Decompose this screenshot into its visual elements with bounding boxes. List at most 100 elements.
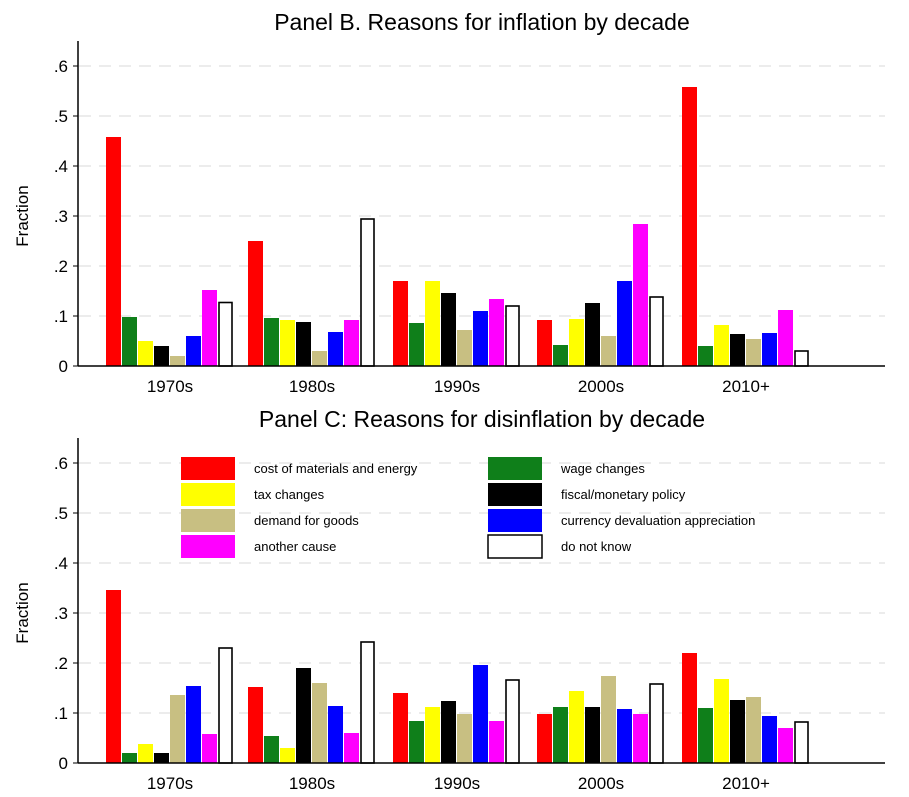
y-tick-label: 0 (59, 754, 68, 773)
bar-3-7 (649, 683, 664, 764)
x-tick-label: 1970s (147, 774, 193, 793)
bar-2-5 (473, 311, 488, 366)
bar-1-4 (312, 683, 327, 763)
bar-4-4 (746, 697, 761, 763)
bar-1-5 (328, 706, 343, 763)
bar-0-5 (186, 336, 201, 366)
bar-0-7 (218, 647, 233, 764)
bar-3-3 (585, 707, 600, 763)
bar-0-2 (138, 341, 153, 366)
y-tick-label: .2 (54, 654, 68, 673)
x-tick-label: 2010+ (722, 377, 770, 396)
bar-4-3 (730, 334, 745, 366)
bar-0-1 (122, 753, 137, 763)
bar-4-6 (778, 310, 793, 366)
bar-2-1 (409, 721, 424, 763)
y-axis-label: Fraction (13, 582, 32, 643)
x-tick-label: 1990s (434, 774, 480, 793)
bar-1-2 (280, 320, 295, 366)
x-tick-label: 1990s (434, 377, 480, 396)
bar-4-0 (682, 653, 697, 763)
y-axis-label: Fraction (13, 185, 32, 246)
bar-3-1 (553, 707, 568, 763)
y-tick-label: .5 (54, 504, 68, 523)
y-tick-label: .3 (54, 604, 68, 623)
bar-1-6 (344, 320, 359, 366)
bar-3-0 (537, 320, 552, 366)
bar-4-6 (778, 728, 793, 763)
bar-1-5 (328, 332, 343, 366)
bar-2-2 (425, 281, 440, 366)
x-tick-label: 1980s (289, 774, 335, 793)
legend-swatch (181, 535, 235, 558)
legend-label: currency devaluation appreciation (561, 513, 755, 528)
bar-2-4 (457, 714, 472, 763)
legend-label: fiscal/monetary policy (561, 487, 686, 502)
y-tick-label: .4 (54, 554, 68, 573)
x-tick-label: 2000s (578, 774, 624, 793)
bar-1-7 (360, 218, 375, 367)
legend: cost of materials and energy wage changes… (181, 457, 755, 559)
bar-1-1 (264, 318, 279, 366)
bar-3-6 (633, 714, 648, 763)
legend-swatch (488, 509, 542, 532)
bar-1-4 (312, 351, 327, 366)
bar-3-3 (585, 303, 600, 366)
x-tick-label: 2010+ (722, 774, 770, 793)
bar-4-2 (714, 679, 729, 763)
chart-title: Panel C: Reasons for disinflation by dec… (259, 406, 705, 432)
bar-3-1 (553, 345, 568, 366)
bar-1-0 (248, 687, 263, 763)
bar-1-6 (344, 733, 359, 763)
bar-4-1 (698, 346, 713, 366)
bar-0-5 (186, 686, 201, 763)
bar-0-4 (170, 695, 185, 763)
bar-3-4 (601, 676, 616, 763)
bar-2-7 (505, 679, 520, 764)
bar-3-5 (617, 709, 632, 763)
bar-4-2 (714, 325, 729, 366)
bar-0-6 (202, 290, 217, 366)
bar-3-2 (569, 691, 584, 763)
x-tick-label: 2000s (578, 377, 624, 396)
bar-4-1 (698, 708, 713, 763)
bar-2-4 (457, 330, 472, 366)
bar-1-1 (264, 736, 279, 763)
bar-0-7 (218, 301, 233, 367)
bar-3-0 (537, 714, 552, 763)
y-tick-label: .6 (54, 454, 68, 473)
bar-4-3 (730, 700, 745, 763)
x-tick-label: 1980s (289, 377, 335, 396)
panel-c: Panel C: Reasons for disinflation by dec… (13, 406, 885, 793)
y-tick-label: .5 (54, 107, 68, 126)
bar-2-3 (441, 293, 456, 366)
bar-2-0 (393, 693, 408, 763)
legend-label: do not know (561, 539, 632, 554)
bar-1-7 (360, 641, 375, 764)
y-tick-label: .2 (54, 257, 68, 276)
legend-swatch (181, 483, 235, 506)
bar-3-5 (617, 281, 632, 366)
legend-swatch (488, 483, 542, 506)
bar-1-3 (296, 668, 311, 763)
legend-label: wage changes (560, 461, 645, 476)
y-tick-label: .1 (54, 307, 68, 326)
legend-swatch (181, 509, 235, 532)
y-tick-label: .3 (54, 207, 68, 226)
bar-4-5 (762, 333, 777, 366)
bar-3-2 (569, 319, 584, 366)
bar-4-5 (762, 716, 777, 763)
y-tick-label: .6 (54, 57, 68, 76)
bar-4-4 (746, 339, 761, 366)
bar-3-4 (601, 336, 616, 366)
bar-3-6 (633, 224, 648, 366)
legend-swatch (488, 457, 542, 480)
bar-2-1 (409, 323, 424, 366)
bar-2-0 (393, 281, 408, 366)
bar-4-0 (682, 87, 697, 366)
chart-title: Panel B. Reasons for inflation by decade (274, 9, 690, 35)
bar-0-6 (202, 734, 217, 763)
x-tick-label: 1970s (147, 377, 193, 396)
bar-0-3 (154, 753, 169, 763)
